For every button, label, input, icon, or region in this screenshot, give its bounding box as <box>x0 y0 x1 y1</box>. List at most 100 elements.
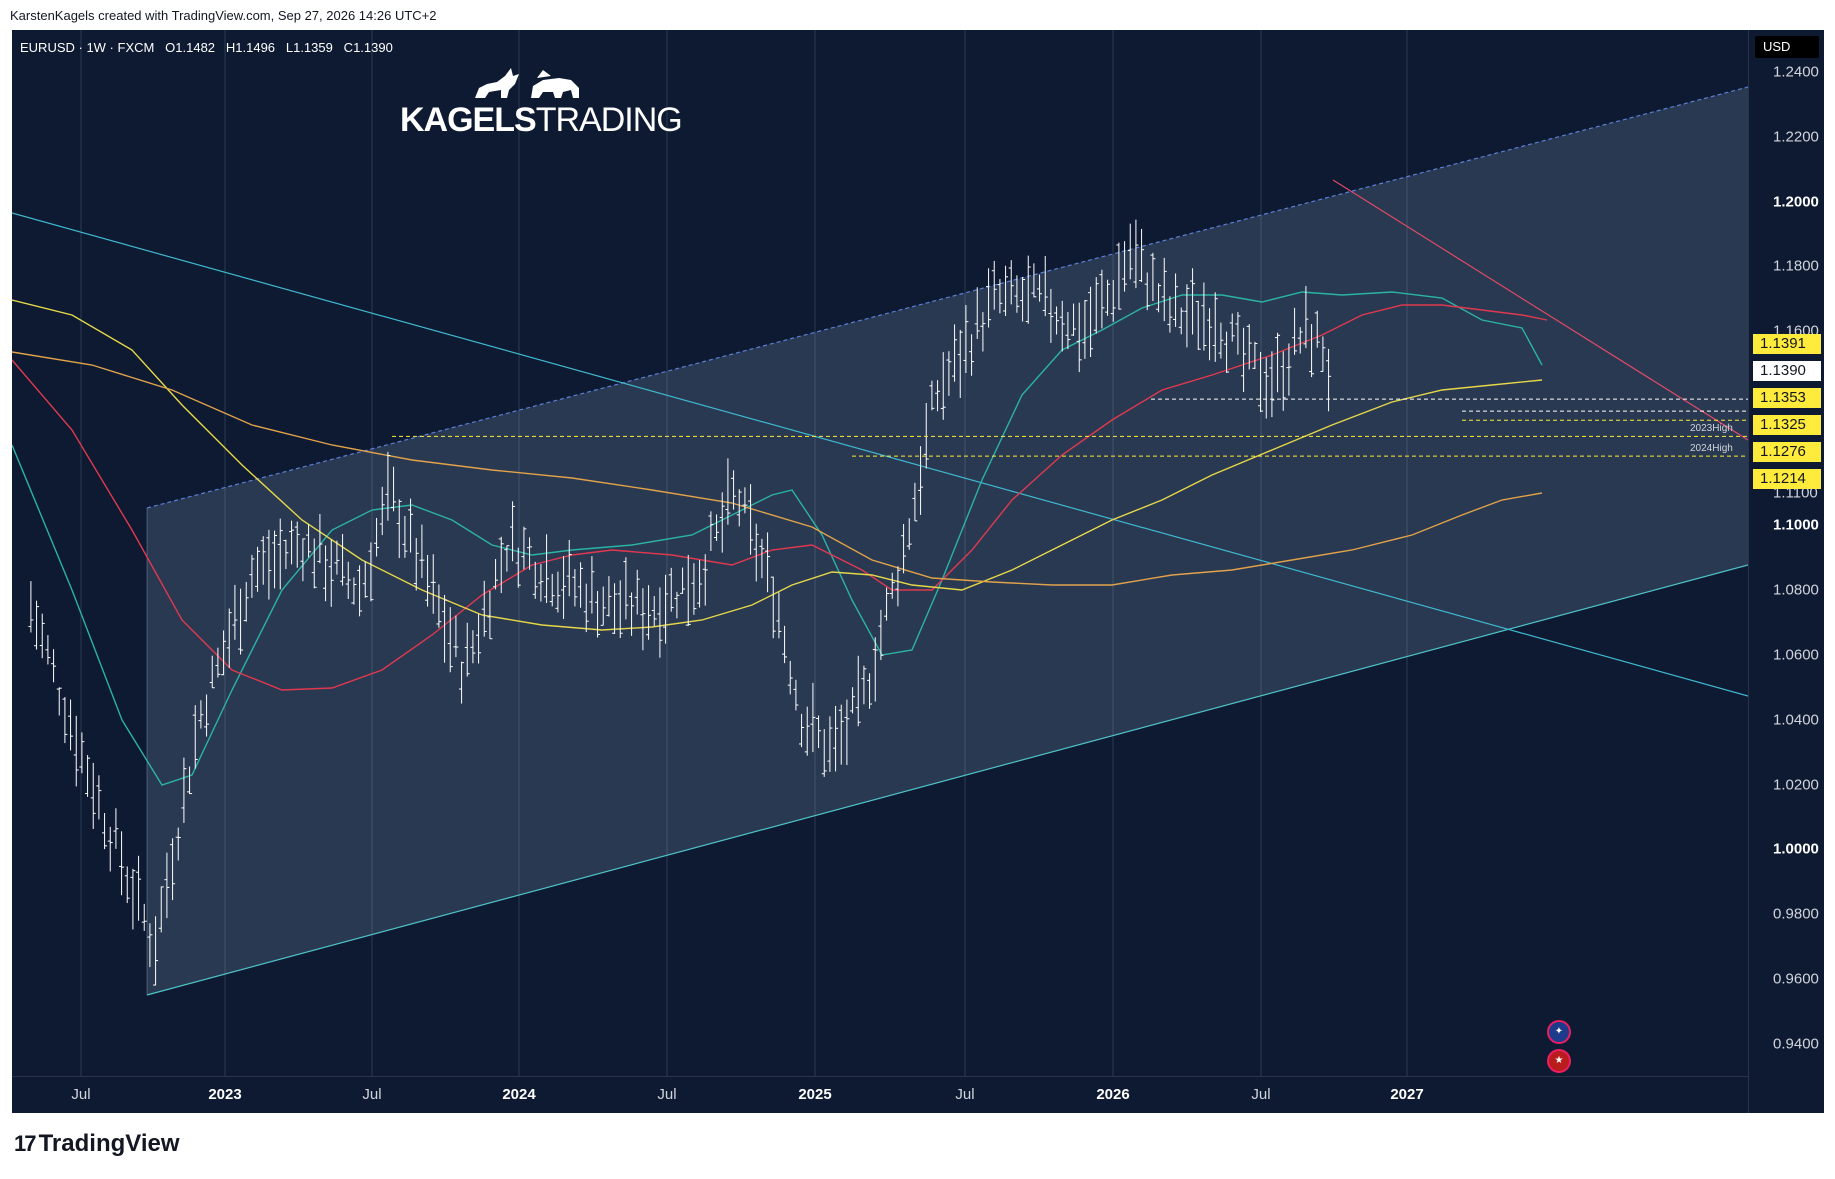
price-bar-156 <box>912 482 918 522</box>
price-bar-226 <box>1309 324 1315 378</box>
price-bar-74 <box>447 607 453 673</box>
price-bar-83 <box>498 536 504 594</box>
time-tick-7: 2026 <box>1096 1086 1130 1103</box>
price-badge-1.1390: 1.1390 <box>1753 361 1821 381</box>
price-bar-131 <box>770 576 776 639</box>
price-bar-90 <box>538 564 544 602</box>
price-bar-14 <box>107 826 113 872</box>
time-tick-4: Jul <box>657 1086 677 1103</box>
price-bar-214 <box>1241 327 1247 392</box>
time-tick-6: Jul <box>955 1086 975 1103</box>
price-bar-211 <box>1224 331 1230 373</box>
price-bar-154 <box>901 524 907 574</box>
price-tick-1.0600: 1.0600 <box>1773 646 1819 664</box>
price-tick-1.0400: 1.0400 <box>1773 711 1819 729</box>
price-bar-167 <box>974 287 980 339</box>
price-bar-149 <box>872 637 878 702</box>
price-bar-215 <box>1246 324 1252 370</box>
price-bar-103 <box>612 583 618 635</box>
price-bar-209 <box>1212 292 1218 362</box>
price-bar-110 <box>651 596 657 627</box>
price-bar-189 <box>1099 269 1105 329</box>
price-bar-75 <box>453 615 459 658</box>
price-bar-172 <box>1003 265 1009 316</box>
price-bar-114 <box>674 591 680 619</box>
price-bar-128 <box>753 523 759 582</box>
price-bar-198 <box>1150 252 1156 302</box>
price-bar-161 <box>940 352 946 420</box>
price-bar-46 <box>289 520 295 565</box>
price-bar-129 <box>759 538 765 579</box>
time-axis[interactable]: Jul 2023 Jul 2024 Jul 2025 Jul 2026 Jul 2027 <box>12 1076 1748 1114</box>
price-bar-13 <box>102 813 108 850</box>
price-bar-92 <box>549 573 555 607</box>
price-bar-82 <box>493 559 499 590</box>
price-bar-152 <box>889 572 895 599</box>
currency-label[interactable]: USD <box>1755 36 1819 58</box>
eu-flag-icon[interactable]: ✦ <box>1547 1020 1571 1044</box>
price-bar-97 <box>578 562 584 608</box>
price-bar-34 <box>221 630 227 676</box>
price-bar-143 <box>838 704 844 765</box>
price-bar-16 <box>119 831 125 896</box>
price-bar-185 <box>1076 302 1082 373</box>
time-tick-2: Jul <box>362 1086 382 1103</box>
price-bar-17 <box>124 866 130 904</box>
price-bar-220 <box>1275 332 1281 393</box>
price-tick-0.9400: 0.9400 <box>1773 1035 1819 1053</box>
price-bar-140 <box>821 729 827 777</box>
price-bar-158 <box>923 403 929 469</box>
price-bar-20 <box>141 903 147 931</box>
price-bar-147 <box>861 665 867 705</box>
price-bar-40 <box>255 546 261 592</box>
price-bar-106 <box>629 592 635 636</box>
price-chart[interactable] <box>12 30 1748 1076</box>
price-bar-177 <box>1031 263 1037 298</box>
price-bar-43 <box>272 530 278 589</box>
price-bar-98 <box>583 583 589 633</box>
price-bar-113 <box>668 567 674 612</box>
price-bar-125 <box>736 489 742 527</box>
price-bar-31 <box>204 694 210 737</box>
brand-logo <box>467 58 587 102</box>
price-bar-175 <box>1020 276 1026 322</box>
price-bar-9 <box>79 732 85 774</box>
price-bar-54 <box>334 540 340 575</box>
price-bar-80 <box>481 580 487 637</box>
price-bar-208 <box>1207 308 1213 361</box>
price-bar-45 <box>283 539 289 570</box>
plot-area[interactable]: EURUSD · 1W · FXCM O1.1482 H1.1496 L1.13… <box>12 30 1748 1076</box>
level-lines <box>392 398 1748 457</box>
price-bar-197 <box>1144 272 1150 311</box>
price-tick-1.0000: 1.0000 <box>1773 840 1819 858</box>
symbol-legend: EURUSD · 1W · FXCM O1.1482 H1.1496 L1.13… <box>20 40 393 55</box>
price-bar-91 <box>544 534 550 603</box>
tradingview-mark-icon: 17 <box>14 1131 39 1156</box>
price-bar-12 <box>96 775 102 820</box>
price-bar-70 <box>425 554 431 607</box>
price-bar-19 <box>136 855 142 921</box>
time-tick-9: 2027 <box>1390 1086 1424 1103</box>
us-flag-icon[interactable]: ★ <box>1547 1049 1571 1073</box>
price-bar-157 <box>918 446 924 515</box>
price-bar-155 <box>906 518 912 550</box>
price-bar-109 <box>646 585 652 640</box>
price-bar-87 <box>521 526 527 570</box>
price-bar-30 <box>198 700 204 729</box>
price-bar-47 <box>294 521 300 568</box>
price-bar-93 <box>555 571 561 613</box>
price-bar-190 <box>1105 279 1111 316</box>
chart-frame[interactable]: EURUSD · 1W · FXCM O1.1482 H1.1496 L1.13… <box>12 30 1824 1113</box>
price-bar-180 <box>1048 288 1054 343</box>
price-bar-105 <box>623 557 629 620</box>
price-bar-142 <box>833 705 839 772</box>
price-bar-85 <box>510 501 516 562</box>
price-bar-141 <box>827 716 833 772</box>
tradingview-logo[interactable]: 17 TradingView <box>14 1130 180 1158</box>
price-badge-1.1325: 1.1325 <box>1753 415 1821 435</box>
price-axis[interactable]: USD 1.2400 1.2200 1.2000 1.1800 1.1600 1.1100… <box>1748 30 1825 1113</box>
price-bar-78 <box>470 630 476 664</box>
price-bar-194 <box>1127 223 1133 280</box>
price-bar-95 <box>566 539 572 597</box>
price-bar-126 <box>742 487 748 514</box>
